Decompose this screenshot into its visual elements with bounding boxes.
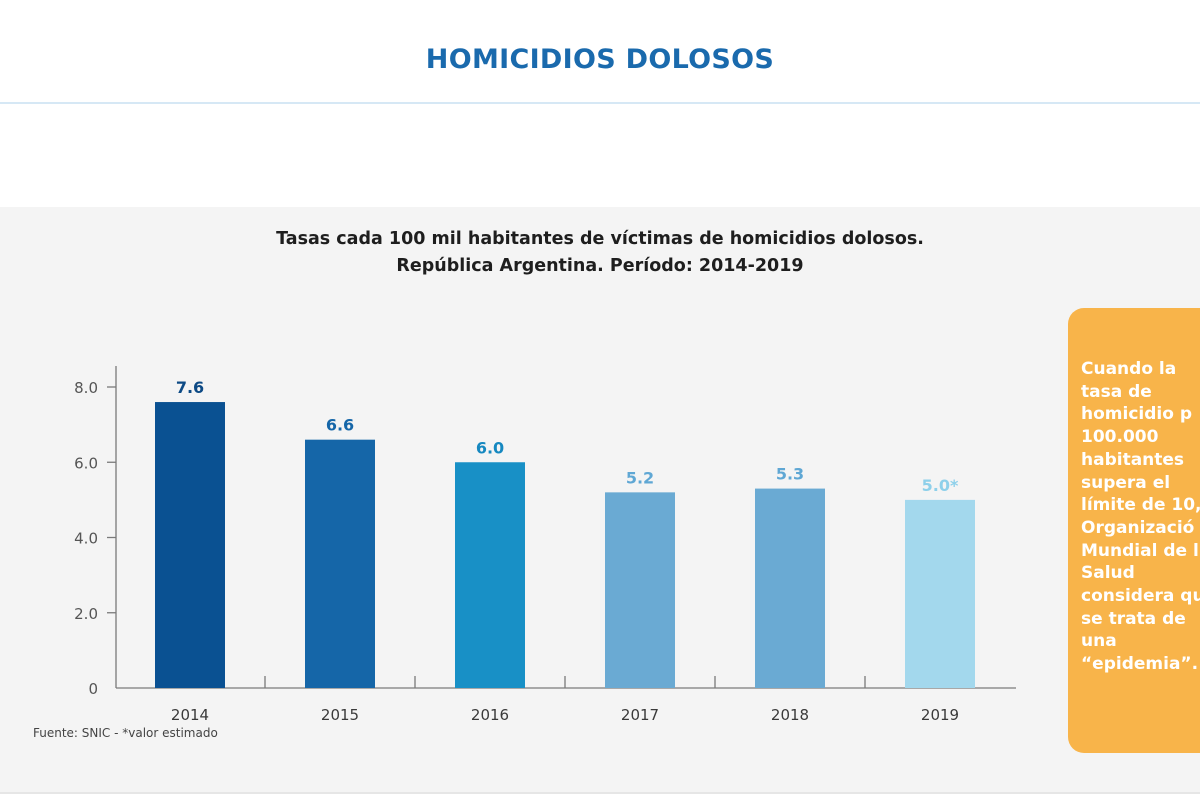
bar-2015 <box>305 439 375 688</box>
bar-2018 <box>755 488 825 688</box>
bar-2016 <box>455 462 525 688</box>
source-note: Fuente: SNIC - *valor estimado <box>33 726 218 740</box>
y-tick-label: 2.0 <box>74 605 98 623</box>
value-label-2018: 5.3 <box>776 465 804 484</box>
x-tick-label-2018: 2018 <box>771 706 809 724</box>
x-tick-label-2016: 2016 <box>471 706 509 724</box>
chart-title-line-1: Tasas cada 100 mil habitantes de víctima… <box>276 229 924 249</box>
y-tick-label: 8.0 <box>74 379 98 397</box>
bar-2019 <box>905 499 975 688</box>
y-tick-label: 0 <box>88 680 98 698</box>
bar-chart: 0 2.0 4.0 6.0 8.0 7.6 2014 6.6 2015 6.0 2016 5.2 201… <box>74 366 1016 724</box>
x-tick-label-2015: 2015 <box>321 706 359 724</box>
bar-2014 <box>155 402 225 688</box>
value-label-2017: 5.2 <box>626 468 654 487</box>
value-label-2014: 7.6 <box>176 378 204 397</box>
value-label-2016: 6.0 <box>476 438 504 457</box>
x-tick-label-2014: 2014 <box>171 706 209 724</box>
bar-2017 <box>605 492 675 688</box>
page-title: HOMICIDIOS DOLOSOS <box>425 44 775 75</box>
y-tick-label: 6.0 <box>74 454 98 472</box>
x-tick-label-2019: 2019 <box>921 706 959 724</box>
x-tick-label-2017: 2017 <box>621 706 659 724</box>
epidemic-callout: Cuando la tasa de homicidio p 100.000 ha… <box>1068 308 1200 753</box>
y-tick-label: 4.0 <box>74 530 98 548</box>
value-label-2015: 6.6 <box>326 416 354 435</box>
header-divider <box>0 102 1200 104</box>
chart-title-line-2: República Argentina. Período: 2014-2019 <box>396 256 804 276</box>
value-label-2019: 5.0* <box>922 476 959 495</box>
chart-title: Tasas cada 100 mil habitantes de víctima… <box>0 226 1200 280</box>
bottom-divider <box>0 792 1200 794</box>
callout-text: Cuando la tasa de homicidio p 100.000 ha… <box>1081 359 1200 675</box>
